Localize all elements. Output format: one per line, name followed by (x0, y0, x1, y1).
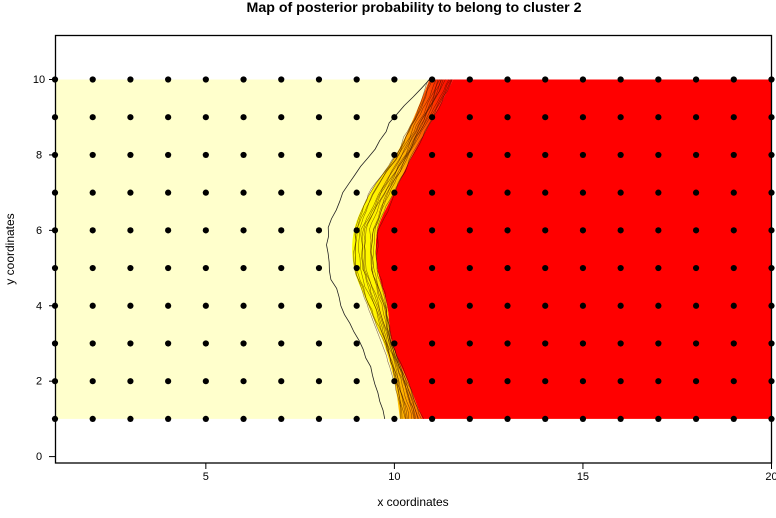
svg-text:20: 20 (765, 471, 776, 483)
svg-text:x coordinates: x coordinates (377, 495, 448, 509)
svg-text:2: 2 (36, 376, 42, 388)
svg-text:10: 10 (388, 471, 400, 483)
svg-text:y coordinates: y coordinates (3, 213, 17, 284)
svg-text:0: 0 (36, 451, 42, 463)
svg-text:6: 6 (36, 225, 42, 237)
svg-text:4: 4 (36, 300, 42, 312)
svg-text:5: 5 (203, 471, 209, 483)
svg-text:15: 15 (577, 471, 589, 483)
svg-text:10: 10 (33, 74, 45, 86)
svg-text:Map of posterior probability t: Map of posterior probability to belong t… (247, 0, 582, 16)
svg-text:8: 8 (36, 149, 42, 161)
